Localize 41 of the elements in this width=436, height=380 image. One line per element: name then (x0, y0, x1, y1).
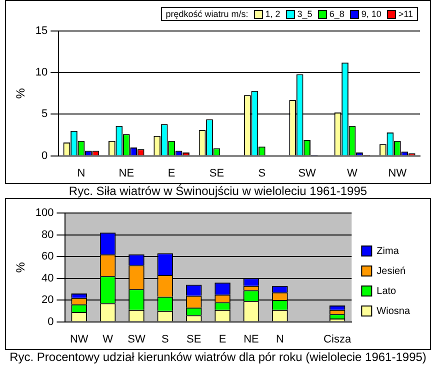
y-tick-label: 40 (42, 272, 54, 284)
x-tick-label: N (276, 333, 284, 346)
legend-label: 9, 10 (360, 9, 382, 20)
y-tick-label: 80 (42, 228, 54, 241)
y-tick-label: 0 (48, 316, 54, 328)
x-tick-label: W (347, 167, 358, 180)
legend-label: Zima (376, 246, 400, 257)
x-tick-label: SE (186, 333, 202, 346)
x-tick-label: SW (128, 333, 146, 346)
legend-label: 3_5 (296, 9, 312, 20)
legend-label: Jesień (376, 266, 406, 277)
legend-label: Wiosna (376, 306, 410, 317)
legend-label: 1, 2 (264, 9, 280, 20)
y-tick-label: 100 (35, 207, 54, 220)
x-tick-label: NW (388, 167, 408, 180)
y-tick-label: 0 (42, 150, 48, 162)
y-tick-label: 20 (42, 294, 54, 306)
text: Ryc. Siła wiatrów w Świnoujściu w wieloleciu 1961-1995 (68, 184, 368, 198)
x-tick-label: NE (118, 167, 134, 180)
x-tick-label: E (168, 167, 176, 180)
x-tick-label: N (77, 167, 86, 180)
y-tick-label: 15 (35, 25, 48, 38)
legend-label: 6_8 (328, 9, 344, 20)
x-tick-label: S (161, 333, 169, 346)
y-tick-label: 10 (35, 66, 48, 79)
text: Ryc. Procentowy udział kierunków wiatrów dla pór roku (wielolecie 1961-1995) (8, 350, 428, 364)
y-axis-title: % (14, 262, 28, 273)
legend-label: >11 (397, 9, 413, 20)
x-tick-label: E (218, 333, 226, 346)
x-tick-label: S (258, 167, 266, 180)
y-tick-label: 5 (42, 108, 48, 120)
x-tick-label: NE (244, 333, 259, 346)
x-tick-label: SE (209, 167, 224, 180)
x-tick-label: SW (298, 167, 317, 180)
x-tick-label: Cisza (324, 333, 352, 346)
legend-title: prędkość wiatru m/s: (166, 9, 248, 20)
x-tick-label: NW (70, 333, 89, 346)
y-tick-label: 60 (42, 250, 54, 263)
x-tick-label: W (102, 333, 114, 346)
y-axis-title: % (14, 88, 28, 99)
legend-label: Lato (376, 286, 397, 297)
